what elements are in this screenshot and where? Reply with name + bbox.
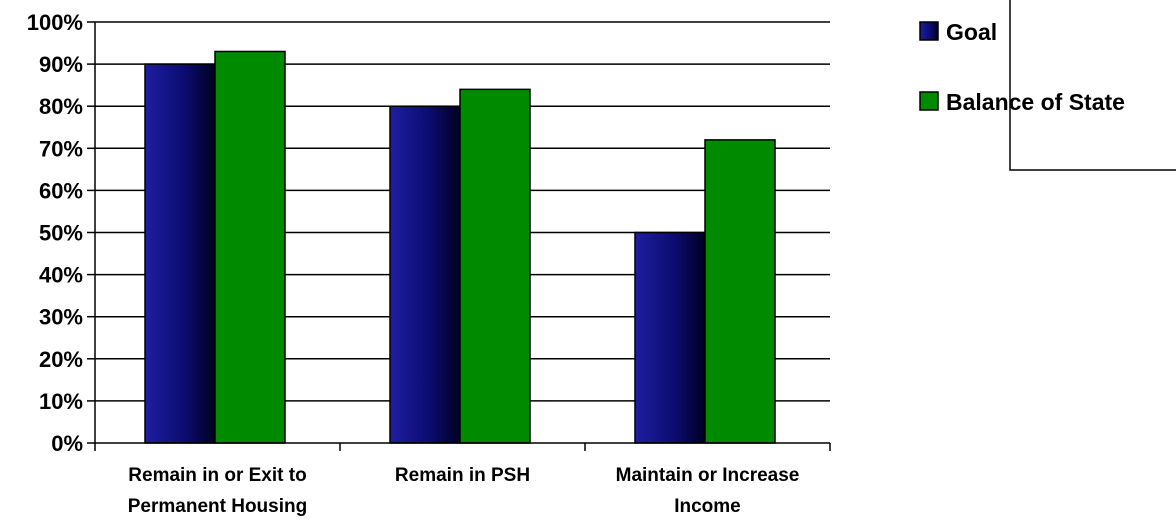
bar-balance-of-state (704, 139, 776, 444)
x-category-label: Maintain or Increase Income (616, 465, 800, 517)
x-category-label: Remain in PSH (395, 465, 530, 486)
bar-balance-of-state (214, 50, 286, 444)
x-category-label: Remain in or Exit to Permanent Housing (128, 465, 307, 517)
axes (87, 21, 831, 451)
x-category-label-line: Maintain or Increase (616, 465, 800, 486)
x-category-label-line: Permanent Housing (128, 496, 307, 517)
legend-box (1009, 0, 1176, 171)
y-tick-label: 40% (39, 263, 83, 288)
bar-balance-of-state (459, 88, 531, 444)
bar-goal (389, 105, 461, 444)
legend: Goal Balance of State (919, 0, 1176, 171)
x-category-label-line: Income (674, 496, 741, 517)
legend-swatch-balance-of-state (919, 91, 939, 111)
x-category-label-line: Remain in PSH (395, 465, 530, 486)
legend-swatch-goal (919, 21, 939, 41)
y-tick-label: 10% (39, 389, 83, 414)
y-tick-label: 60% (39, 178, 83, 203)
y-tick-label: 100% (27, 10, 83, 35)
y-tick-label: 90% (39, 52, 83, 77)
legend-label-goal: Goal (946, 19, 997, 45)
y-tick-label: 50% (39, 221, 83, 246)
tick-labels: 0% 10% 20% 30% 40% 50% 60% 70% 80% 90% 100% Remain … (27, 10, 800, 517)
y-tick-label: 80% (39, 94, 83, 119)
y-tick-label: 30% (39, 305, 83, 330)
y-tick-label: 70% (39, 136, 83, 161)
x-category-label-line: Remain in or Exit to (128, 465, 306, 486)
bar-goal (634, 231, 706, 444)
y-tick-label: 20% (39, 347, 83, 372)
legend-label-balance-of-state: Balance of State (946, 89, 1125, 115)
bars (144, 50, 776, 444)
y-tick-label: 0% (51, 431, 83, 456)
bar-goal (144, 63, 216, 444)
